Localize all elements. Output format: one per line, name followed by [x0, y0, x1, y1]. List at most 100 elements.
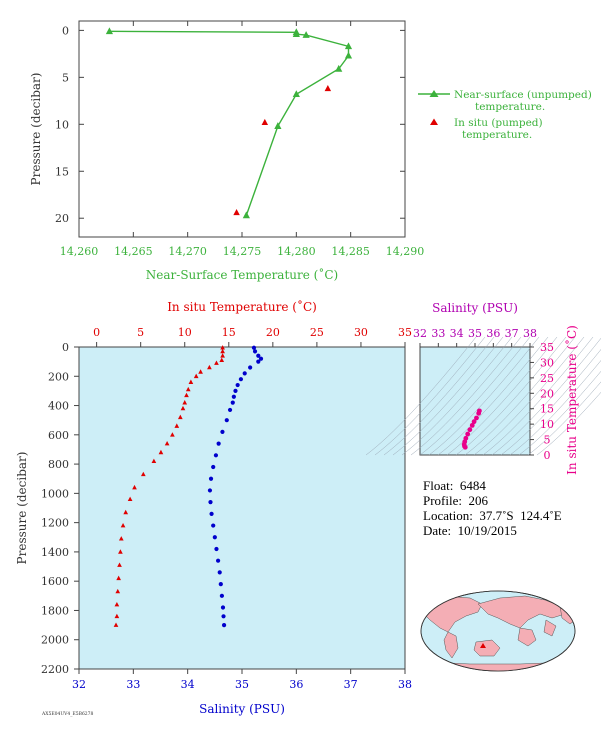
temperature-point: [219, 357, 225, 362]
ts-title: Salinity (PSU): [432, 301, 518, 315]
salinity-point: [256, 353, 261, 358]
ts-x-tick-label: 36: [486, 327, 500, 340]
temperature-point: [114, 613, 120, 619]
salinity-point: [220, 429, 225, 434]
ts-y-axis-label: In situ Temperature (˚C): [564, 325, 579, 475]
pressure-tick-label: 0: [62, 341, 69, 354]
legend-label-unpumped-2: temperature.: [475, 101, 545, 113]
pumped-point: [261, 118, 269, 125]
ts-x-tick-label: 34: [450, 327, 464, 340]
isopycnal-line: [491, 337, 601, 456]
salinity-point: [242, 371, 247, 376]
ts-point: [467, 427, 473, 433]
salinity-point: [211, 464, 216, 470]
unpumped-point: [105, 27, 114, 35]
ts-x-tick-label: 33: [431, 327, 445, 340]
temperature-point: [193, 373, 199, 379]
unpumped-point: [292, 30, 300, 37]
salinity-point: [217, 570, 222, 575]
salinity-point: [252, 349, 258, 354]
salinity-point: [211, 523, 216, 528]
temperature-point: [117, 562, 122, 567]
ts-y-tick-label: 30: [540, 356, 554, 369]
temperature-point: [114, 602, 120, 607]
salinity-point: [248, 365, 253, 370]
unpumped-point: [274, 122, 282, 129]
float-info: Float: 6484 Profile: 206 Location: 37.7˚…: [423, 478, 562, 538]
ts-point: [469, 422, 475, 428]
temperature-point: [158, 449, 164, 455]
location: Location: 37.7˚S 124.4˚E: [423, 508, 562, 523]
temp-axis-tick-label: 10: [178, 326, 192, 339]
top-x-tick-label: 14,265: [114, 245, 153, 258]
isopycnal-line: [401, 336, 513, 456]
salinity-point: [213, 453, 219, 458]
salinity-point: [227, 407, 233, 413]
top-plot-frame: [78, 20, 406, 238]
ts-y-tick-label: 25: [540, 372, 554, 385]
salinity-axis-tick-label: 38: [398, 678, 412, 691]
temperature-point: [198, 369, 203, 374]
unpumped-point: [335, 64, 343, 72]
ts-x-tick-label: 37: [505, 327, 519, 340]
unpumped-point: [242, 211, 250, 219]
isopycnal-line: [428, 336, 540, 456]
unpumped-point: [344, 51, 353, 59]
isopycnal-line: [482, 336, 594, 456]
pressure-tick-label: 1800: [41, 604, 69, 617]
top-y-tick-label: 5: [62, 71, 69, 84]
salinity-point: [220, 605, 226, 610]
isopycnal-line: [500, 349, 601, 456]
legend-marker-pumped: [430, 118, 438, 125]
isopycnal-line: [383, 336, 495, 456]
temperature-point: [140, 471, 146, 477]
ts-x-tick-label: 35: [468, 327, 482, 340]
ts-point: [462, 444, 468, 450]
isopycnal-line: [536, 391, 601, 456]
temp-axis-tick-label: 30: [354, 326, 368, 339]
salinity-point: [216, 441, 221, 446]
legend-label-pumped-1: In situ (pumped): [454, 117, 543, 129]
isopycnal-line: [446, 336, 558, 456]
isopycnal-line: [473, 336, 585, 456]
float-id: Float: 6484: [423, 478, 486, 493]
isopycnal-line: [527, 381, 601, 456]
near-surface-chart: 14,260 14,265 14,270 14,275 14,280 14,285 14,2…: [29, 20, 592, 282]
legend-marker-unpumped: [429, 90, 439, 97]
temperature-point: [180, 405, 186, 411]
isopycnal-line: [437, 336, 549, 456]
top-x-tick-label: 14,270: [168, 245, 207, 258]
salinity-point: [209, 511, 214, 516]
pressure-tick-label: 800: [48, 458, 69, 471]
temperature-point: [151, 458, 157, 463]
temperature-point: [118, 549, 123, 554]
main-top-axis-label: In situ Temperature (˚C): [167, 299, 317, 314]
salinity-point: [238, 377, 244, 382]
temperature-point: [184, 392, 189, 398]
ts-y-tick-label: 15: [540, 403, 554, 416]
isopycnal-line: [464, 336, 576, 456]
temperature-point: [214, 360, 219, 365]
top-x-axis-label: Near-Surface Temperature (˚C): [146, 267, 338, 282]
isopycnal-line: [419, 336, 531, 456]
top-y-tick-label: 10: [55, 118, 69, 131]
world-map: [420, 590, 576, 672]
salinity-point: [224, 418, 229, 423]
salinity-point: [233, 388, 238, 394]
salinity-point: [251, 345, 257, 350]
pressure-tick-label: 1600: [41, 575, 69, 588]
ts-y-tick-label: 35: [540, 341, 554, 354]
main-plot-frame: [78, 346, 406, 670]
temp-axis-tick-label: 20: [266, 326, 280, 339]
salinity-point: [214, 546, 219, 552]
main-bottom-axis-label: Salinity (PSU): [199, 702, 285, 716]
salinity-point: [218, 582, 223, 587]
temperature-point: [220, 353, 225, 358]
salinity-point: [208, 476, 214, 481]
top-y-tick-label: 15: [55, 165, 69, 178]
pressure-tick-label: 2000: [41, 634, 69, 647]
isopycnal-line: [392, 336, 504, 456]
salinity-point: [258, 356, 264, 361]
pumped-point: [324, 85, 332, 92]
